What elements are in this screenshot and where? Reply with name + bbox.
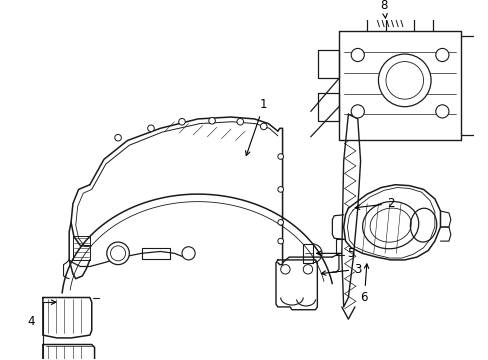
Text: 8: 8	[380, 0, 387, 18]
Polygon shape	[318, 50, 338, 78]
Circle shape	[277, 238, 283, 244]
Circle shape	[350, 105, 364, 118]
Text: 4: 4	[28, 315, 35, 328]
Text: 6: 6	[360, 264, 368, 304]
Circle shape	[280, 265, 289, 274]
Polygon shape	[343, 185, 440, 260]
Text: 1: 1	[245, 98, 267, 156]
Polygon shape	[43, 345, 94, 360]
Circle shape	[385, 62, 423, 99]
Polygon shape	[73, 237, 90, 260]
Circle shape	[147, 125, 154, 132]
Circle shape	[350, 48, 364, 62]
Circle shape	[435, 105, 448, 118]
Circle shape	[106, 242, 129, 265]
Text: 5: 5	[316, 247, 354, 260]
Circle shape	[237, 118, 243, 125]
Polygon shape	[341, 114, 360, 307]
Polygon shape	[43, 297, 92, 338]
Polygon shape	[338, 31, 460, 140]
Circle shape	[115, 134, 121, 141]
Circle shape	[260, 123, 266, 130]
Circle shape	[110, 246, 125, 261]
Polygon shape	[275, 260, 317, 310]
Text: 2: 2	[354, 197, 394, 210]
Circle shape	[277, 154, 283, 159]
Polygon shape	[318, 93, 338, 121]
Circle shape	[277, 220, 283, 225]
Circle shape	[435, 48, 448, 62]
Circle shape	[178, 118, 185, 125]
Circle shape	[182, 247, 195, 260]
Circle shape	[208, 117, 215, 124]
Circle shape	[277, 186, 283, 192]
Polygon shape	[303, 244, 312, 263]
Polygon shape	[142, 248, 169, 259]
Text: 3: 3	[321, 263, 361, 276]
Circle shape	[303, 265, 312, 274]
Circle shape	[378, 54, 430, 107]
Text: 7: 7	[0, 359, 1, 360]
